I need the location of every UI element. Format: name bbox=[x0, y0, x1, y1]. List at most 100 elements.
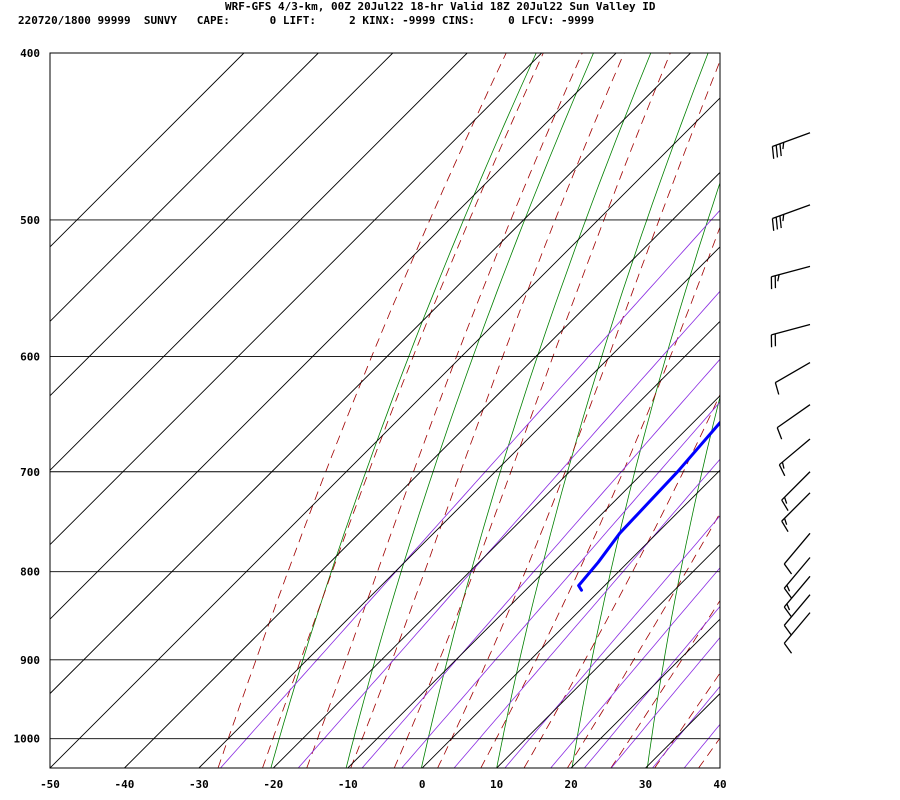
wind-barb-staff bbox=[783, 532, 811, 565]
dry-adiabat bbox=[270, 53, 537, 768]
isotherm bbox=[50, 53, 245, 248]
temperature-tick-label: 40 bbox=[713, 778, 726, 791]
isotherm bbox=[273, 320, 720, 768]
wind-barb-staff bbox=[783, 575, 811, 608]
y-tick-labels: 400 500 600 700 800 900 1000 bbox=[14, 47, 41, 746]
wind-barb-staff bbox=[776, 404, 811, 429]
wind-barb bbox=[781, 492, 811, 533]
wind-barb bbox=[770, 265, 811, 290]
isotherm bbox=[50, 53, 319, 322]
mixing-ratio-line bbox=[453, 458, 720, 768]
wind-barb bbox=[783, 575, 811, 618]
isotherm bbox=[198, 246, 720, 768]
wind-barb-staff bbox=[778, 438, 811, 466]
mixing-ratio-line bbox=[683, 723, 720, 768]
wind-barb-feather bbox=[783, 642, 793, 654]
temperature-tick-label: 20 bbox=[564, 778, 577, 791]
pressure-tick-label: 800 bbox=[20, 566, 40, 579]
isotherm bbox=[347, 395, 720, 768]
temperature-profile-line bbox=[798, 141, 900, 590]
moist-adiabat bbox=[480, 226, 720, 768]
pressure-tick-label: 500 bbox=[20, 214, 40, 227]
wind-barb-feather bbox=[777, 274, 780, 282]
wind-barb-feather bbox=[781, 461, 785, 469]
wind-barb-feather bbox=[783, 606, 793, 618]
wind-barb bbox=[783, 612, 811, 654]
wind-barb-feather bbox=[771, 146, 775, 159]
temperature-tick-label: -10 bbox=[338, 778, 358, 791]
sounding-profiles bbox=[577, 141, 900, 592]
dry-adiabat bbox=[571, 181, 720, 768]
mixing-ratio-line bbox=[652, 685, 720, 768]
wind-barb-feather bbox=[781, 520, 789, 533]
wind-barb-feather bbox=[783, 624, 793, 636]
moist-adiabat bbox=[567, 512, 720, 768]
mixing-ratio-line bbox=[721, 15, 900, 768]
wind-barb-feather bbox=[786, 603, 791, 611]
moist-adiabat bbox=[610, 599, 720, 768]
wind-barb-feather bbox=[779, 143, 782, 157]
moist-adiabat bbox=[393, 53, 671, 768]
wind-barb bbox=[774, 362, 811, 395]
wind-barb-staff bbox=[772, 204, 811, 220]
wind-barb bbox=[778, 438, 811, 477]
mixing-ratio-line bbox=[610, 636, 720, 768]
wind-barb-feather bbox=[775, 217, 779, 230]
mixing-ratio-line bbox=[361, 358, 720, 768]
temperature-tick-label: 10 bbox=[490, 778, 503, 791]
mixing-ratio-line bbox=[220, 209, 720, 768]
wind-barb bbox=[776, 404, 811, 440]
dewpoint-profile-line bbox=[577, 420, 720, 592]
pressure-tick-label: 600 bbox=[20, 350, 40, 363]
wind-barb bbox=[783, 594, 811, 636]
wind-barb-feather bbox=[783, 518, 788, 525]
moist-adiabat bbox=[217, 53, 507, 768]
isotherm bbox=[50, 53, 691, 695]
isotherm bbox=[50, 53, 468, 471]
pressure-tick-label: 1000 bbox=[14, 733, 41, 746]
sounding-indices: 220720/1800 99999 SUNVY CAPE: 0 LIFT: 2 … bbox=[18, 14, 595, 27]
isotherm bbox=[50, 97, 720, 768]
wind-barb-feather bbox=[774, 382, 780, 395]
wind-barb-staff bbox=[772, 132, 811, 148]
mixing-ratio-line bbox=[504, 515, 720, 768]
isotherm bbox=[645, 692, 720, 768]
wind-barb-feather bbox=[781, 499, 789, 511]
temperature-tick-label: 30 bbox=[639, 778, 652, 791]
temperature-tick-label: -30 bbox=[189, 778, 209, 791]
isotherm bbox=[421, 469, 720, 768]
dry-adiabat bbox=[798, 15, 900, 768]
wind-barb-staff bbox=[771, 265, 811, 278]
temperature-tick-label: -50 bbox=[40, 778, 60, 791]
mixing-ratio-line bbox=[401, 401, 720, 768]
thermo-background-lines bbox=[217, 15, 900, 768]
wind-barb-staff bbox=[775, 362, 811, 384]
wind-barb-feather bbox=[782, 142, 785, 150]
isotherm bbox=[496, 544, 720, 768]
pressure-tick-label: 400 bbox=[20, 47, 40, 60]
mixing-ratio-line bbox=[550, 567, 720, 768]
wind-barb-feather bbox=[783, 587, 793, 599]
isotherm bbox=[50, 53, 617, 620]
isotherm-grid bbox=[50, 53, 720, 768]
dry-adiabat bbox=[646, 395, 720, 768]
wind-barb bbox=[770, 323, 811, 348]
wind-barb-feather bbox=[778, 464, 786, 477]
moist-adiabat bbox=[306, 53, 583, 768]
wind-barb bbox=[771, 132, 811, 159]
x-tick-labels: -50 -40 -30 -20 -10 0 10 20 30 40 bbox=[40, 778, 727, 791]
wind-barb bbox=[783, 557, 811, 599]
isotherm bbox=[124, 171, 720, 768]
pressure-tick-label: 900 bbox=[20, 654, 40, 667]
wind-barb bbox=[781, 471, 811, 511]
dry-adiabat bbox=[345, 53, 594, 768]
isotherm bbox=[570, 618, 720, 768]
dry-adiabat bbox=[873, 15, 900, 768]
wind-barb-feather bbox=[783, 563, 793, 575]
wind-barb-feather bbox=[771, 218, 775, 231]
temperature-tick-label: -40 bbox=[115, 778, 135, 791]
mixing-ratio-line bbox=[297, 290, 720, 768]
wind-barb-staff bbox=[781, 471, 811, 501]
wind-barb-feather bbox=[786, 584, 791, 592]
